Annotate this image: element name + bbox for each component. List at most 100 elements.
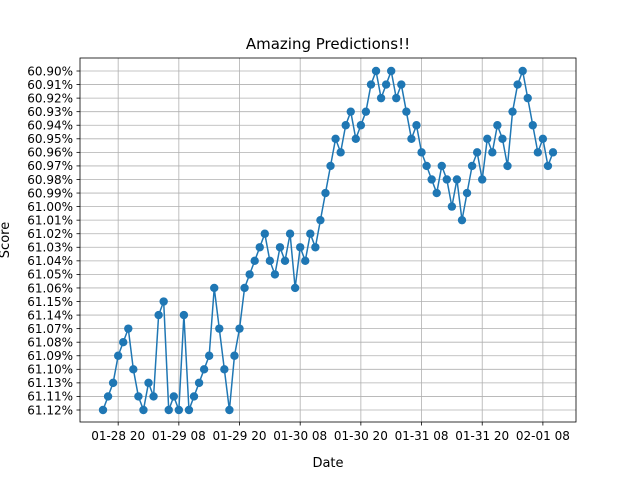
data-point — [154, 310, 163, 320]
y-tick-label: 61.04% — [27, 254, 73, 268]
data-point — [387, 66, 396, 76]
data-point — [119, 338, 128, 347]
x-tick-label: 01-30 20 — [334, 429, 388, 443]
data-point — [301, 256, 310, 266]
data-point — [513, 80, 522, 89]
y-tick-label: 61.13% — [27, 376, 73, 390]
data-point — [194, 378, 204, 388]
data-point — [346, 107, 355, 116]
data-point — [442, 175, 452, 184]
data-point — [538, 134, 548, 143]
data-point — [397, 80, 406, 89]
data-point — [493, 121, 502, 130]
data-point — [270, 270, 280, 279]
data-point — [275, 243, 285, 252]
y-tick-label: 60.90% — [27, 64, 73, 78]
data-point — [366, 80, 376, 89]
data-point — [240, 283, 249, 293]
data-point — [306, 229, 315, 238]
data-point — [432, 188, 441, 198]
data-point — [295, 243, 305, 252]
data-point — [523, 93, 532, 103]
y-tick-label: 60.95% — [27, 132, 73, 146]
data-point — [508, 107, 517, 116]
data-point — [533, 148, 543, 157]
data-point — [179, 310, 189, 320]
data-point — [199, 365, 209, 374]
data-point — [280, 256, 290, 266]
x-tick-label: 01-29 20 — [213, 429, 267, 443]
data-point — [452, 175, 462, 184]
data-point — [225, 405, 234, 415]
data-point — [98, 405, 108, 415]
data-point — [290, 283, 300, 293]
y-tick-label: 61.10% — [27, 363, 73, 377]
data-point — [311, 243, 320, 252]
y-tick-label: 61.11% — [27, 390, 73, 404]
x-tick-label: 01-30 08 — [273, 429, 327, 443]
y-tick-label: 61.00% — [27, 200, 73, 214]
y-tick-label: 61.02% — [27, 227, 73, 241]
data-point — [316, 215, 325, 225]
data-point — [402, 107, 411, 116]
data-point — [184, 405, 194, 415]
data-point — [220, 365, 229, 374]
data-point — [341, 121, 350, 130]
y-tick-label: 61.09% — [27, 349, 73, 363]
x-tick-label: 01-28 20 — [91, 429, 145, 443]
y-tick-label: 60.97% — [27, 159, 73, 173]
data-point — [381, 80, 391, 89]
x-axis-title: Date — [312, 456, 343, 471]
data-point — [255, 243, 264, 252]
data-point — [174, 405, 184, 415]
y-tick-label: 60.96% — [27, 146, 73, 160]
grid — [80, 58, 576, 422]
x-tick-label: 01-29 08 — [152, 429, 206, 443]
data-point — [164, 405, 173, 415]
chart-title: Amazing Predictions!! — [246, 35, 410, 53]
data-point — [260, 229, 269, 238]
data-point — [392, 93, 401, 103]
data-point — [210, 283, 219, 293]
data-point — [144, 378, 153, 388]
data-point — [326, 161, 335, 171]
data-point — [503, 161, 512, 171]
data-point — [204, 351, 214, 360]
y-tick-label: 60.92% — [27, 91, 73, 105]
y-tick-label: 60.93% — [27, 105, 73, 119]
data-point — [422, 161, 431, 171]
data-point — [124, 324, 133, 333]
x-tick-label: 01-31 20 — [455, 429, 509, 443]
data-point — [483, 134, 492, 143]
plot-frame — [79, 57, 577, 423]
data-point — [361, 107, 371, 116]
data-point — [159, 297, 168, 306]
y-tick-label: 60.94% — [27, 119, 73, 133]
data-point — [462, 188, 472, 198]
data-point — [472, 148, 482, 157]
data-point — [285, 229, 295, 238]
data-point — [108, 378, 118, 388]
data-point — [336, 148, 345, 157]
data-point — [113, 351, 123, 360]
y-tick-label: 61.05% — [27, 268, 73, 282]
y-tick-label: 61.08% — [27, 336, 73, 350]
y-tick-label: 61.14% — [27, 308, 73, 322]
data-point — [376, 93, 386, 103]
data-point — [321, 188, 330, 198]
y-axis: 61.12%61.11%61.13%61.10%61.09%61.08%61.0… — [27, 64, 80, 417]
y-axis-title: Score — [0, 222, 13, 258]
x-axis: 01-28 20 01-29 08 01-29 20 01-30 08 01-30 20… — [91, 422, 570, 443]
data-point — [407, 134, 416, 143]
y-tick-label: 61.06% — [27, 281, 73, 295]
data-point — [189, 392, 199, 401]
data-point — [250, 256, 259, 266]
data-point — [543, 161, 553, 171]
data-point — [351, 134, 361, 143]
data-point — [230, 351, 239, 360]
data-point — [139, 405, 148, 415]
data-point — [478, 175, 487, 184]
data-point — [427, 175, 436, 184]
data-point — [149, 392, 158, 401]
